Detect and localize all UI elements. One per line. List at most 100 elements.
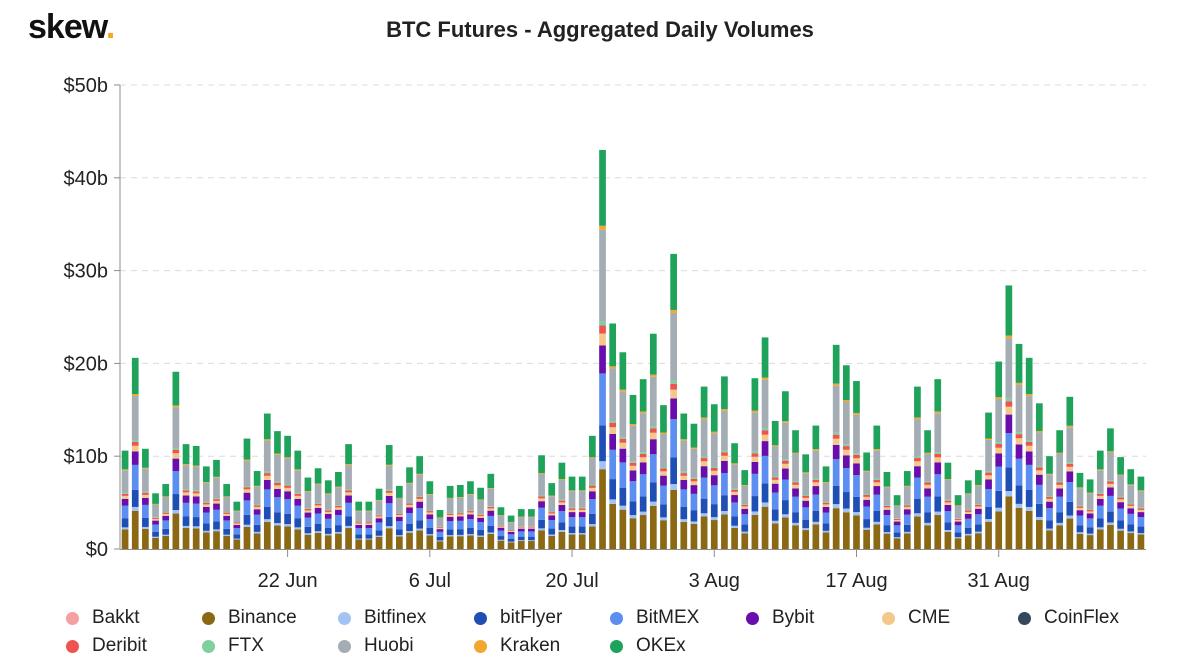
bar-segment-bitflyer [609, 479, 617, 500]
bar-segment-binance [751, 514, 759, 549]
bar-segment-huobi [253, 486, 261, 505]
bar-segment-okex [731, 443, 738, 464]
legend-item-ftx[interactable]: FTX [202, 634, 264, 658]
bar-segment-bitflyer [924, 512, 931, 523]
bar-segment-kraken [1046, 473, 1053, 475]
bar-segment-cme [903, 506, 911, 510]
bar-segment-bitflyer [853, 496, 860, 513]
bar-segment-bitmex [345, 502, 352, 517]
bar-segment-cme [263, 475, 271, 480]
bar-segment-deribit [873, 479, 881, 483]
bar-segment-bybit [548, 515, 556, 521]
bar-segment-bitmex [263, 489, 271, 507]
bar-segment-cme [497, 526, 505, 528]
bar-segment-bybit [416, 501, 424, 509]
bar-segment-bitflyer [660, 504, 667, 518]
bar-segment-huobi [274, 454, 281, 482]
bar-segment-bitfinex [335, 532, 342, 534]
bar-segment-bybit [1025, 451, 1033, 465]
bar-segment-bitflyer [1076, 525, 1084, 533]
legend-item-bybit[interactable]: Bybit [746, 606, 814, 630]
bar-segment-cme [548, 513, 556, 516]
bar-segment-deribit [802, 495, 810, 498]
bar-segment-huobi [975, 485, 982, 505]
bar-segment-binance [477, 536, 484, 549]
bar-segment-bitflyer [680, 506, 688, 520]
bar-segment-bitflyer [822, 523, 830, 531]
bar-segment-cme [1035, 470, 1043, 475]
bar-segment-deribit [507, 530, 515, 531]
bar-segment-bitflyer [274, 512, 281, 524]
bar-segment-bitflyer [365, 534, 373, 539]
bar-segment-okex [1127, 469, 1135, 485]
bar-segment-kraken [456, 497, 464, 498]
bar-segment-binance [832, 508, 840, 549]
bar-segment-binance [284, 526, 291, 549]
bar-segment-okex [345, 444, 352, 465]
bar-segment-bybit [944, 504, 952, 512]
bar-segment-kraken [274, 453, 281, 455]
legend-item-kraken[interactable]: Kraken [474, 634, 560, 658]
bar-segment-bitflyer [192, 517, 200, 527]
bar-segment-cme [375, 516, 383, 519]
legend-item-okex[interactable]: OKEx [610, 634, 686, 658]
bar-segment-bitmex [639, 474, 647, 497]
bar-segment-bitmex [182, 502, 190, 517]
legend-item-bitfinex[interactable]: Bitfinex [338, 606, 426, 630]
bar-segment-deribit [924, 482, 931, 485]
bar-segment-deribit [944, 500, 952, 503]
bar-segment-bitmex [223, 520, 231, 529]
bar-segment-okex [263, 413, 271, 440]
legend-item-huobi[interactable]: Huobi [338, 634, 414, 658]
bar-segment-ftx [365, 522, 373, 523]
bar-segment-ftx [1137, 507, 1145, 509]
bar-segment-bitmex [883, 515, 891, 526]
bar-segment-huobi [142, 468, 149, 492]
bar-segment-cme [304, 510, 312, 513]
bar-segment-kraken [365, 510, 373, 512]
bar-segment-bybit [182, 495, 190, 503]
bar-segment-huobi [152, 504, 159, 518]
bar-segment-deribit [731, 489, 738, 492]
bar-segment-huobi [284, 458, 291, 485]
bar-segment-cme [761, 434, 769, 442]
bar-segment-bitflyer [162, 528, 170, 535]
bar-segment-bitmex [507, 534, 515, 539]
bar-segment-bybit [609, 433, 617, 450]
bar-segment-binance [721, 514, 728, 549]
bar-segment-bitflyer [1127, 524, 1135, 532]
bar-segment-ftx [690, 477, 698, 479]
bar-segment-cme [528, 527, 535, 529]
bar-segment-huobi [1096, 470, 1104, 493]
bar-segment-bitfinex [436, 540, 444, 542]
legend-swatch [202, 639, 215, 653]
bar-segment-kraken [629, 424, 637, 426]
legend-item-binance[interactable]: Binance [202, 606, 297, 630]
bar-segment-bitmex [721, 473, 728, 496]
legend-item-bakkt[interactable]: Bakkt [66, 606, 140, 630]
bar-segment-binance [162, 536, 170, 549]
legend-item-coinflex[interactable]: CoinFlex [1018, 606, 1119, 630]
bar-segment-bybit [396, 516, 403, 522]
legend-item-deribit[interactable]: Deribit [66, 634, 147, 658]
bar-segment-deribit [558, 500, 566, 503]
legend-label: Bakkt [92, 607, 140, 628]
bar-segment-cme [873, 482, 881, 487]
legend-swatch [610, 639, 623, 653]
bar-segment-bybit [335, 509, 342, 516]
bar-segment-huobi [721, 410, 728, 451]
bar-segment-okex [487, 473, 495, 489]
bar-segment-deribit [1035, 467, 1043, 471]
legend-item-cme[interactable]: CME [882, 606, 950, 630]
legend-item-bitmex[interactable]: BitMEX [610, 606, 699, 630]
bar-segment-bitflyer [619, 488, 627, 506]
bar-segment-deribit [263, 473, 271, 476]
bar-segment-okex [1117, 457, 1124, 475]
bar-segment-deribit [842, 446, 850, 450]
bar-segment-okex [832, 344, 840, 384]
bar-segment-kraken [436, 517, 444, 518]
bar-segment-bitflyer [863, 519, 870, 528]
bar-segment-okex [497, 507, 505, 516]
legend-item-bitflyer[interactable]: bitFlyer [474, 606, 562, 630]
bar-segment-ftx [731, 488, 738, 490]
